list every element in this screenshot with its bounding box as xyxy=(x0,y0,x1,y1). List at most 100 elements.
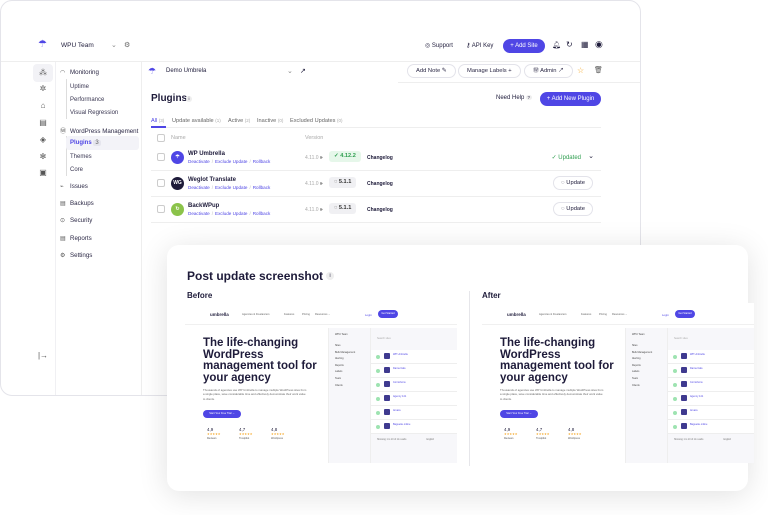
clients-icon[interactable]: ▣ xyxy=(39,168,47,177)
manage-labels-button[interactable]: Manage Labels + xyxy=(458,64,521,78)
nav-backups[interactable]: ▤ Backups xyxy=(60,200,94,207)
chevron-down-icon[interactable]: ⌄ xyxy=(287,68,293,75)
mini-nav-item: Resources ⌄ xyxy=(315,313,331,316)
admin-button[interactable]: Ⓦ Admin ↗ xyxy=(524,64,573,78)
before-screenshot[interactable]: umbrella Agencies & Freelancers Features… xyxy=(185,303,457,463)
mini-menu-item: Bulk Management xyxy=(335,350,356,354)
mini-nav-item: Resources ⌄ xyxy=(612,313,628,316)
exclude-update-link[interactable]: Exclude Update xyxy=(215,159,248,164)
add-site-button[interactable]: + Add Site xyxy=(503,39,545,53)
tab-inactive[interactable]: Inactive (0) xyxy=(257,118,283,124)
mini-login: Login xyxy=(365,313,372,317)
rollback-link[interactable]: Rollback xyxy=(252,159,271,164)
team-selector[interactable]: WPU Team xyxy=(61,42,94,49)
select-all-checkbox[interactable] xyxy=(157,134,165,142)
mini-dashboard-sidebar: WPU Team Sites Bulk Management Alerting … xyxy=(329,328,371,463)
mini-hero-title: The life-changing WordPress management t… xyxy=(500,337,614,384)
rating-source: Trustpilot xyxy=(239,437,250,440)
team-icon[interactable]: ✻ xyxy=(39,152,47,161)
reports-icon[interactable]: ▤ xyxy=(39,118,47,127)
nav-visual-regression[interactable]: Visual Regression xyxy=(70,110,119,116)
divider xyxy=(185,324,457,325)
after-screenshot[interactable]: umbrella Agencies & Freelancers Features… xyxy=(482,303,754,463)
nav-security[interactable]: ⊙ Security xyxy=(60,217,92,224)
nav-uptime[interactable]: Uptime xyxy=(70,84,90,90)
nav-plugins-active[interactable] xyxy=(66,136,139,150)
deactivate-link[interactable]: Deactivate xyxy=(188,211,210,216)
deactivate-link[interactable]: Deactivate xyxy=(188,159,210,164)
tab-update-available[interactable]: Update available (1) xyxy=(172,118,221,124)
mini-menu-item: Labels xyxy=(335,370,343,374)
exclude-update-link[interactable]: Exclude Update xyxy=(215,185,248,190)
nav-reports[interactable]: ▤ Reports xyxy=(60,235,92,242)
mini-rating: 4,8 ★★★★★ Wordpress xyxy=(271,427,284,440)
new-version-badge: ◌ 5.1.1 xyxy=(329,177,357,188)
gift-icon[interactable]: ▦ xyxy=(581,40,589,49)
nav-monitoring[interactable]: ◠ Monitoring xyxy=(60,69,99,76)
tab-active[interactable]: Active (2) xyxy=(228,118,250,124)
labels-icon[interactable]: ◈ xyxy=(39,135,47,144)
mini-get-started: Get Started xyxy=(675,310,695,318)
add-new-plugin-button[interactable]: + Add New Plugin xyxy=(540,92,601,106)
mini-site: Cornichons xyxy=(371,378,457,392)
nav-plugins[interactable]: Plugins 3 xyxy=(70,140,101,146)
user-icon[interactable]: ◉ xyxy=(595,39,603,49)
support-link[interactable]: ◎ Support xyxy=(425,43,453,49)
trash-icon[interactable]: 🗑︎ xyxy=(594,67,603,74)
deactivate-link[interactable]: Deactivate xyxy=(188,185,210,190)
sidebar-nav: ◠ Monitoring Uptime Performance Visual Re… xyxy=(56,62,142,395)
row-checkbox[interactable] xyxy=(157,205,165,213)
row-checkbox[interactable] xyxy=(157,153,165,161)
nav-settings[interactable]: ⚙ Settings xyxy=(60,252,92,259)
mini-site: Baguette online xyxy=(371,420,457,434)
api-key-link[interactable]: ⚷ API Key xyxy=(466,43,494,49)
bell-icon[interactable]: 🔔︎ xyxy=(552,42,561,49)
nav-performance[interactable]: Performance xyxy=(70,97,105,103)
update-button[interactable]: ◌ Update xyxy=(553,202,593,216)
need-help-link[interactable]: Need Help ? xyxy=(496,95,532,101)
exclude-update-link[interactable]: Exclude Update xyxy=(215,211,248,216)
bulk-icon[interactable]: ✲ xyxy=(39,84,47,93)
refresh-icon[interactable]: ↻ xyxy=(566,40,573,49)
nav-themes[interactable]: Themes xyxy=(70,154,92,160)
mini-menu-item: Labels xyxy=(632,370,640,374)
rating-score: 4,7 xyxy=(239,427,246,432)
star-icon[interactable]: ☆ xyxy=(577,66,585,75)
nav-wp-management[interactable]: Ⓦ WordPress Management xyxy=(60,126,138,135)
changelog-link[interactable]: Changelog xyxy=(367,155,393,161)
rating-source: Reviews xyxy=(207,437,217,440)
rating-source: Trustpilot xyxy=(536,437,547,440)
page-title: Plugins xyxy=(151,93,188,104)
top-bar: ☂ WPU Team ⌄ ⚙ ◎ Support ⚷ API Key + Add… xyxy=(1,1,640,62)
site-selector[interactable]: Demo Umbrela xyxy=(166,68,207,74)
collapse-icon[interactable]: |→ xyxy=(37,351,49,360)
nav-core[interactable]: Core xyxy=(70,167,84,173)
chevron-down-icon[interactable]: ⌄ xyxy=(588,153,594,160)
add-note-button[interactable]: Add Note ✎ xyxy=(407,64,456,78)
rating-source: Wordpress xyxy=(568,437,581,440)
tab-count: (3) xyxy=(158,118,165,123)
mini-dashboard: WPU Team Sites Bulk Management Alerting … xyxy=(328,328,457,463)
nav-issues[interactable]: ⌁ Issues xyxy=(60,183,88,190)
tab-excluded-updates[interactable]: Excluded Updates (0) xyxy=(290,118,342,124)
changelog-link[interactable]: Changelog xyxy=(367,207,393,213)
changelog-link[interactable]: Changelog xyxy=(367,181,393,187)
tab-all[interactable]: All (3) xyxy=(151,118,164,124)
mini-site: Dama Cafe xyxy=(371,364,457,378)
rollback-link[interactable]: Rollback xyxy=(252,185,271,190)
row-checkbox[interactable] xyxy=(157,179,165,187)
tab-label: All xyxy=(151,118,158,124)
update-button[interactable]: ◌ Update xyxy=(553,176,593,190)
info-icon[interactable]: i xyxy=(186,96,192,102)
mini-site: Amaze xyxy=(371,406,457,420)
external-link-icon[interactable]: ↗ xyxy=(300,68,306,75)
shield-icon: ⊙ xyxy=(60,217,66,224)
rollback-link[interactable]: Rollback xyxy=(252,211,271,216)
gauge-icon: ◠ xyxy=(60,69,66,76)
info-icon[interactable]: i xyxy=(326,272,334,280)
sites-icon[interactable]: ⁂ xyxy=(33,64,53,82)
api-key-label: API Key xyxy=(471,43,494,49)
gear-icon[interactable]: ⚙ xyxy=(124,42,131,49)
alerting-icon[interactable]: ⌂ xyxy=(40,101,46,110)
chevron-down-icon[interactable]: ⌄ xyxy=(111,42,117,49)
